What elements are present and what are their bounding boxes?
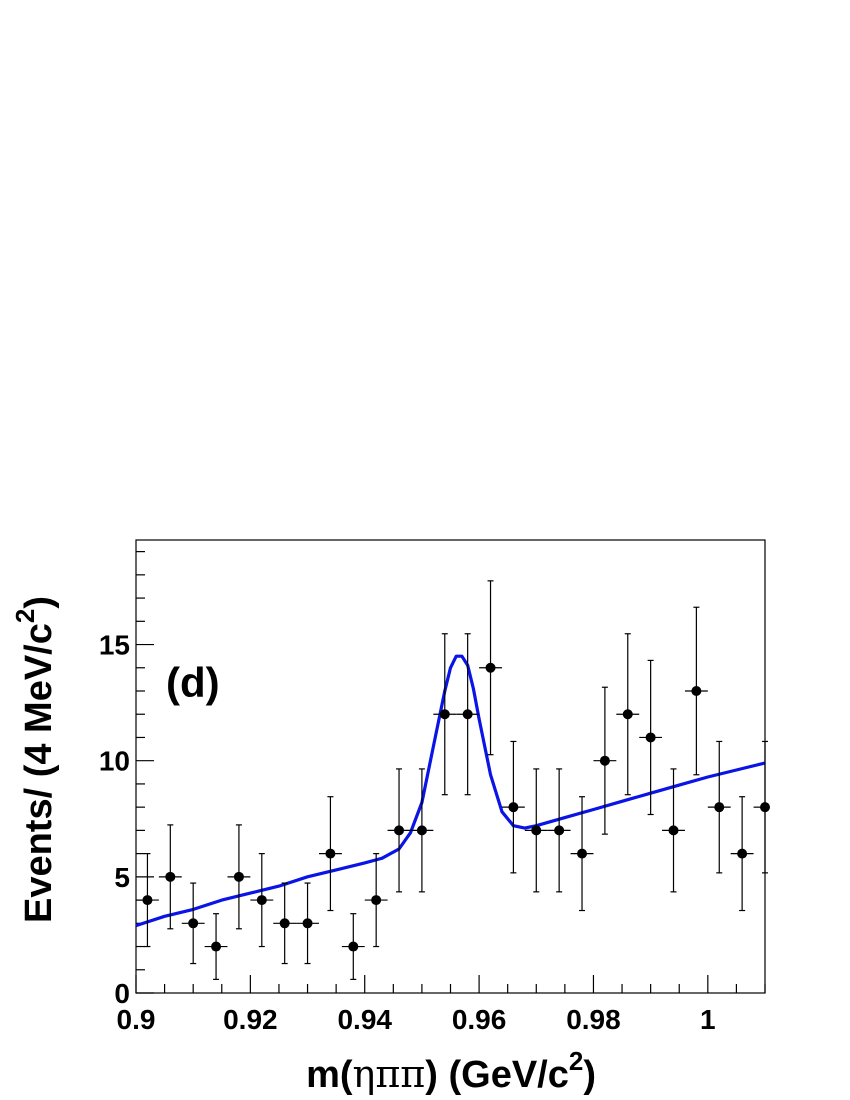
data-marker: [645, 732, 656, 743]
data-point: [616, 633, 640, 796]
data-points-layer: [136, 580, 770, 980]
x-axis-tick-labels: 0.9 0.92 0.94 0.96 0.98 1: [117, 1004, 716, 1035]
x-tick-label: 0.94: [337, 1004, 392, 1035]
data-point: [318, 796, 342, 912]
fit-curve-layer: [135, 654, 766, 928]
data-point: [387, 768, 411, 893]
data-marker: [737, 848, 748, 859]
data-marker: [577, 848, 588, 859]
data-point: [501, 740, 525, 874]
x-tick-label: 0.96: [452, 1004, 507, 1035]
data-point: [273, 882, 297, 965]
data-point: [593, 686, 617, 835]
data-marker: [416, 825, 427, 836]
data-marker: [142, 895, 153, 906]
x-tick-label: 0.9: [117, 1004, 156, 1035]
data-marker: [668, 825, 679, 836]
data-point: [364, 853, 388, 948]
y-axis-tick-labels: 0 5 10 15: [99, 630, 130, 1009]
y-axis-title: Events/ (4 MeV/c2): [10, 596, 60, 923]
x-axis-title: m(ηππ) (GeV/c2): [306, 1046, 596, 1096]
data-marker: [348, 941, 359, 952]
data-point: [730, 796, 754, 912]
data-marker: [302, 918, 313, 929]
data-marker: [462, 709, 473, 720]
data-point: [204, 913, 228, 980]
data-point: [296, 882, 319, 965]
data-marker: [599, 755, 610, 766]
data-point: [227, 824, 251, 930]
data-marker: [531, 825, 542, 836]
data-marker: [622, 709, 633, 720]
data-marker: [554, 825, 565, 836]
data-marker: [211, 941, 222, 952]
data-point: [639, 659, 663, 816]
data-point: [158, 824, 182, 930]
data-marker: [188, 918, 199, 929]
y-tick-label: 10: [99, 746, 130, 777]
plot-frame: [135, 539, 766, 994]
y-tick-label: 5: [114, 862, 130, 893]
data-marker: [279, 918, 290, 929]
data-point: [136, 853, 159, 948]
data-marker: [691, 686, 702, 696]
data-point: [433, 633, 457, 796]
data-point: [181, 882, 205, 965]
data-marker: [508, 802, 519, 813]
x-tick-label: 1: [700, 1004, 716, 1035]
x-tick-label: 0.98: [566, 1004, 621, 1035]
data-point: [662, 768, 685, 893]
data-marker: [394, 825, 405, 836]
data-marker: [233, 871, 244, 882]
y-tick-label: 0: [114, 978, 130, 1009]
data-marker: [371, 895, 382, 906]
data-marker: [439, 709, 450, 720]
data-point: [341, 913, 365, 980]
panel-label: (d): [166, 659, 220, 706]
data-marker: [760, 802, 770, 813]
data-marker: [714, 802, 725, 813]
data-point: [707, 740, 731, 874]
x-axis-ticks: [135, 975, 766, 993]
data-point: [479, 580, 502, 756]
data-point: [456, 633, 480, 796]
data-point: [524, 768, 548, 893]
data-marker: [325, 848, 336, 859]
fit-curve: [135, 654, 766, 928]
y-axis-ticks: [136, 551, 154, 994]
y-tick-label: 15: [99, 630, 130, 661]
data-point: [684, 606, 708, 776]
data-point: [547, 768, 571, 893]
data-marker: [256, 895, 267, 906]
data-point: [410, 768, 434, 893]
data-marker: [485, 662, 496, 673]
data-point: [753, 740, 770, 874]
x-tick-label: 0.92: [223, 1004, 278, 1035]
data-point: [570, 796, 594, 912]
data-point: [250, 853, 274, 948]
data-marker: [165, 871, 176, 882]
